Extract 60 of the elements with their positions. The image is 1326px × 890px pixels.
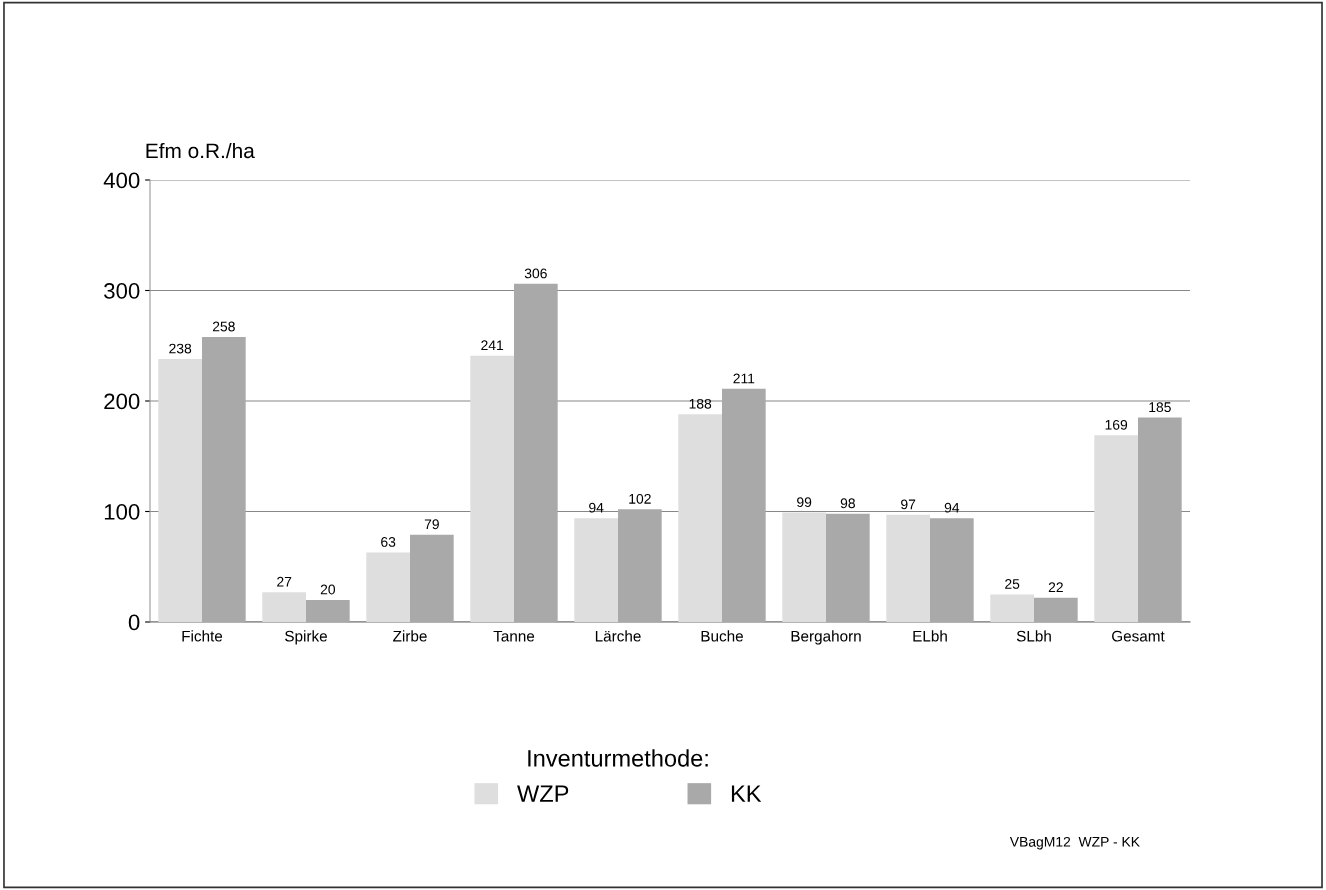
data-label: 97	[901, 499, 916, 510]
y-tick-label: 300	[104, 283, 140, 299]
y-axis-title: Efm o.R./ha	[146, 142, 255, 159]
legend-title: Inventurmethode:	[528, 749, 708, 767]
data-label: 241	[481, 340, 504, 351]
data-label: 79	[424, 519, 439, 530]
bar	[262, 592, 306, 622]
bar	[1094, 435, 1138, 622]
x-tick-label: Tanne	[493, 630, 535, 642]
data-label: 306	[524, 268, 547, 279]
x-tick-label: Buche	[701, 630, 743, 642]
bar	[722, 388, 766, 622]
bar	[1138, 417, 1182, 622]
y-tick-label: 200	[104, 393, 140, 410]
bar	[782, 512, 826, 622]
x-tick-label: Fichte	[182, 630, 223, 642]
x-tick-label: Bergahorn	[791, 630, 861, 645]
x-tick-label: Spirke	[285, 630, 327, 645]
bar	[366, 552, 410, 622]
y-tick-label: 0	[128, 614, 140, 631]
bar	[618, 509, 662, 622]
bar	[306, 599, 350, 622]
x-tick-label: ELbh	[913, 630, 947, 642]
data-label: 94	[944, 502, 960, 513]
y-tick-label: 400	[103, 172, 140, 189]
bar	[470, 355, 514, 622]
x-tick-label: Zirbe	[393, 630, 427, 642]
bar	[1034, 597, 1078, 622]
x-tick-label: Lärche	[595, 630, 641, 642]
data-label: 99	[797, 497, 812, 508]
legend-label: WZP	[517, 785, 569, 802]
data-label: 169	[1105, 419, 1128, 430]
bar	[886, 514, 930, 622]
text: VBagM12 WZP - KK	[1009, 836, 1140, 850]
y-tick-label: 100	[104, 504, 140, 520]
bar	[202, 336, 246, 622]
data-label: 185	[1149, 402, 1171, 413]
bar	[158, 359, 202, 622]
data-label: 63	[381, 537, 396, 547]
data-label: 94	[589, 502, 604, 513]
bar	[826, 513, 870, 622]
x-tick-label: Gesamt	[1112, 630, 1165, 642]
data-label: 188	[689, 398, 712, 409]
data-label: 102	[629, 493, 651, 504]
data-label: 258	[212, 321, 235, 332]
bar	[930, 518, 974, 622]
bar	[514, 283, 558, 622]
x-tick-label: SLbh	[1016, 630, 1051, 642]
data-label: 98	[840, 498, 855, 509]
bar	[990, 594, 1034, 622]
data-label: 27	[277, 576, 292, 587]
bar	[574, 518, 618, 622]
bar	[678, 414, 722, 622]
bar	[410, 534, 454, 622]
data-label: 20	[320, 584, 336, 595]
data-label: 25	[1005, 579, 1020, 589]
data-label: 22	[1048, 582, 1063, 593]
legend-label: KK	[731, 785, 762, 802]
data-label: 211	[733, 373, 755, 384]
data-label: 238	[169, 343, 192, 354]
